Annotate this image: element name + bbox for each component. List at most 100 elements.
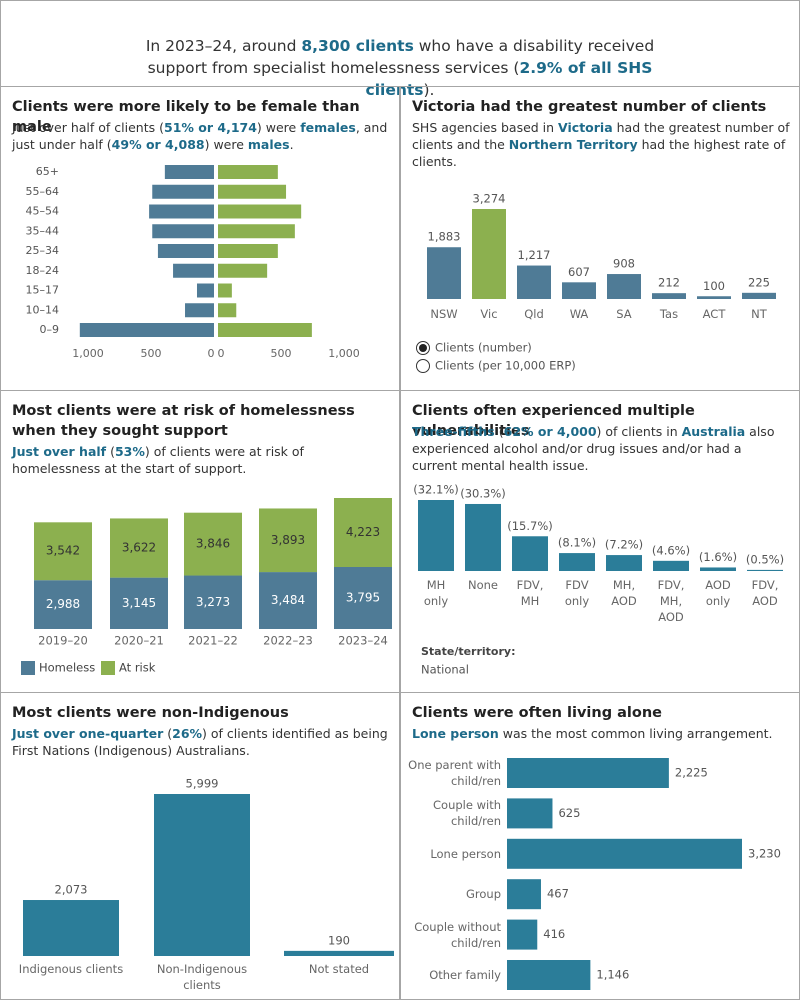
legend-swatch (21, 661, 35, 675)
x-tick-label: 0 (218, 347, 225, 360)
bar (606, 555, 642, 571)
bar-segment (110, 577, 168, 629)
x-tick-label: None (467, 578, 498, 592)
value-label: 190 (328, 933, 350, 947)
bar (507, 798, 553, 829)
text-run: who have a disability received support f… (147, 37, 655, 77)
y-tick-label: Other family (429, 968, 501, 982)
bar-segment (259, 572, 317, 629)
header: In 2023–24, around 8,300 clients who hav… (0, 0, 800, 99)
value-label: 3,273 (196, 595, 230, 609)
x-tick-label: 500 (271, 347, 292, 360)
x-tick-label: 500 (141, 347, 162, 360)
bar (164, 165, 214, 179)
value-label: 1,883 (428, 230, 461, 244)
bar (218, 303, 237, 318)
text-run: also experienced alcohol and/or drug iss… (412, 424, 775, 473)
chart-title: Most clients were at risk of homelessnes… (12, 403, 355, 439)
bar-segment (259, 508, 317, 573)
x-tick-label: Indigenous clients (18, 962, 124, 976)
bar (218, 165, 278, 179)
bar (157, 244, 214, 258)
y-tick-label: 18–24 (26, 264, 60, 277)
y-tick-label: 0–9 (40, 323, 60, 336)
value-label: 100 (703, 279, 725, 293)
emphasis-text: 51% or 4,174 (164, 120, 257, 135)
value-label: (4.6%) (652, 543, 690, 557)
chart: 1,883 3,274 1,217 607 908 212 100 225 Clients (n… (416, 192, 776, 373)
chart-panel: 2,988 3,542 2019–20 3,145 3,622 2020–21 3,273 3… (0, 390, 400, 693)
value-label: 1,146 (596, 968, 629, 982)
value-label: 225 (748, 275, 770, 289)
y-tick-label: 10–14 (26, 303, 60, 316)
bar-segment (110, 518, 168, 578)
text-run: ) of clients identified as being First N… (12, 726, 388, 758)
value-label: 3,274 (473, 192, 506, 206)
y-tick-label: Lone person (430, 846, 501, 861)
value-label: (0.5%) (746, 552, 784, 566)
bar (418, 500, 454, 571)
legend-swatch (101, 661, 115, 675)
text-run: ) were (256, 120, 301, 135)
value-label: 625 (558, 806, 580, 820)
bar-segment (34, 580, 92, 629)
value-label: 3,145 (122, 596, 156, 610)
bar (149, 204, 214, 219)
x-tick-label: Not stated (308, 962, 370, 976)
x-tick-label: MH only (423, 578, 449, 608)
bar (185, 303, 214, 318)
bar (152, 224, 214, 239)
radio-label[interactable]: Clients (per 10,000 ERP) (435, 359, 576, 373)
value-label: 3,846 (196, 537, 230, 551)
chart-panel: 2,073 5,999 190 Most clients were non-Indig… (0, 692, 400, 1000)
x-tick-label: Vic (480, 307, 498, 321)
bar (218, 244, 278, 258)
chart-subtitle: Lone person was the most common living a… (412, 725, 790, 742)
bar (512, 536, 548, 571)
value-label: 3,230 (748, 846, 781, 860)
bar-segment (34, 522, 92, 581)
value-label: 3,542 (46, 544, 80, 558)
value-label: 3,795 (346, 590, 380, 604)
emphasis-text: 62% or 4,000 (503, 424, 597, 439)
value-label: 467 (547, 887, 569, 901)
x-tick-label: FDV, AOD (751, 578, 779, 608)
chart: (32.1%) (30.3%) (15.7%) (8.1%) (7.2%) (4.6%) (… (413, 483, 784, 677)
bar (427, 247, 461, 299)
x-tick-label: SA (616, 307, 632, 321)
filter-value[interactable]: National (421, 663, 469, 677)
y-tick-label: One parent with child/ren (408, 758, 501, 788)
radio-button[interactable] (416, 359, 430, 373)
chart-subtitle: Just over half (53%) of clients were at … (12, 443, 390, 477)
chart-subtitle: Just over one-quarter (26%) of clients i… (12, 725, 390, 759)
emphasis-text: 53% (114, 444, 145, 459)
text-run: had the highest rate of clients. (412, 137, 786, 169)
bar (559, 553, 595, 571)
radio-dot[interactable] (419, 344, 427, 352)
bar-segment (334, 498, 392, 567)
value-label: 2,225 (675, 766, 708, 780)
x-tick-label: FDV, MH (516, 578, 544, 608)
y-tick-label: 25–34 (26, 244, 60, 257)
x-tick-label: WA (569, 307, 589, 321)
emphasis-text: 2.9% of all SHS clients (365, 59, 653, 99)
radio-label[interactable]: Clients (number) (435, 341, 532, 355)
bar (218, 224, 295, 239)
bar (607, 274, 641, 299)
bar (507, 960, 591, 990)
y-tick-label: 65+ (36, 165, 59, 178)
filter-label: State/territory: (421, 645, 516, 658)
value-label: 2,988 (46, 597, 80, 611)
bar (507, 879, 541, 910)
chart-title: Clients were more likely to be female th… (12, 99, 360, 135)
bar (152, 184, 214, 199)
emphasis-text: Lone person (412, 726, 499, 741)
emphasis-text: Three-fifths (412, 424, 495, 439)
text-run: ( (163, 726, 173, 741)
bar-segment (184, 575, 242, 629)
x-tick-label: 2020–21 (114, 634, 164, 648)
y-tick-label: 55–64 (26, 185, 60, 198)
x-tick-label: 2021–22 (188, 634, 238, 648)
chart-title: Most clients were non-Indigenous (12, 705, 289, 721)
legend-label: At risk (119, 661, 156, 675)
